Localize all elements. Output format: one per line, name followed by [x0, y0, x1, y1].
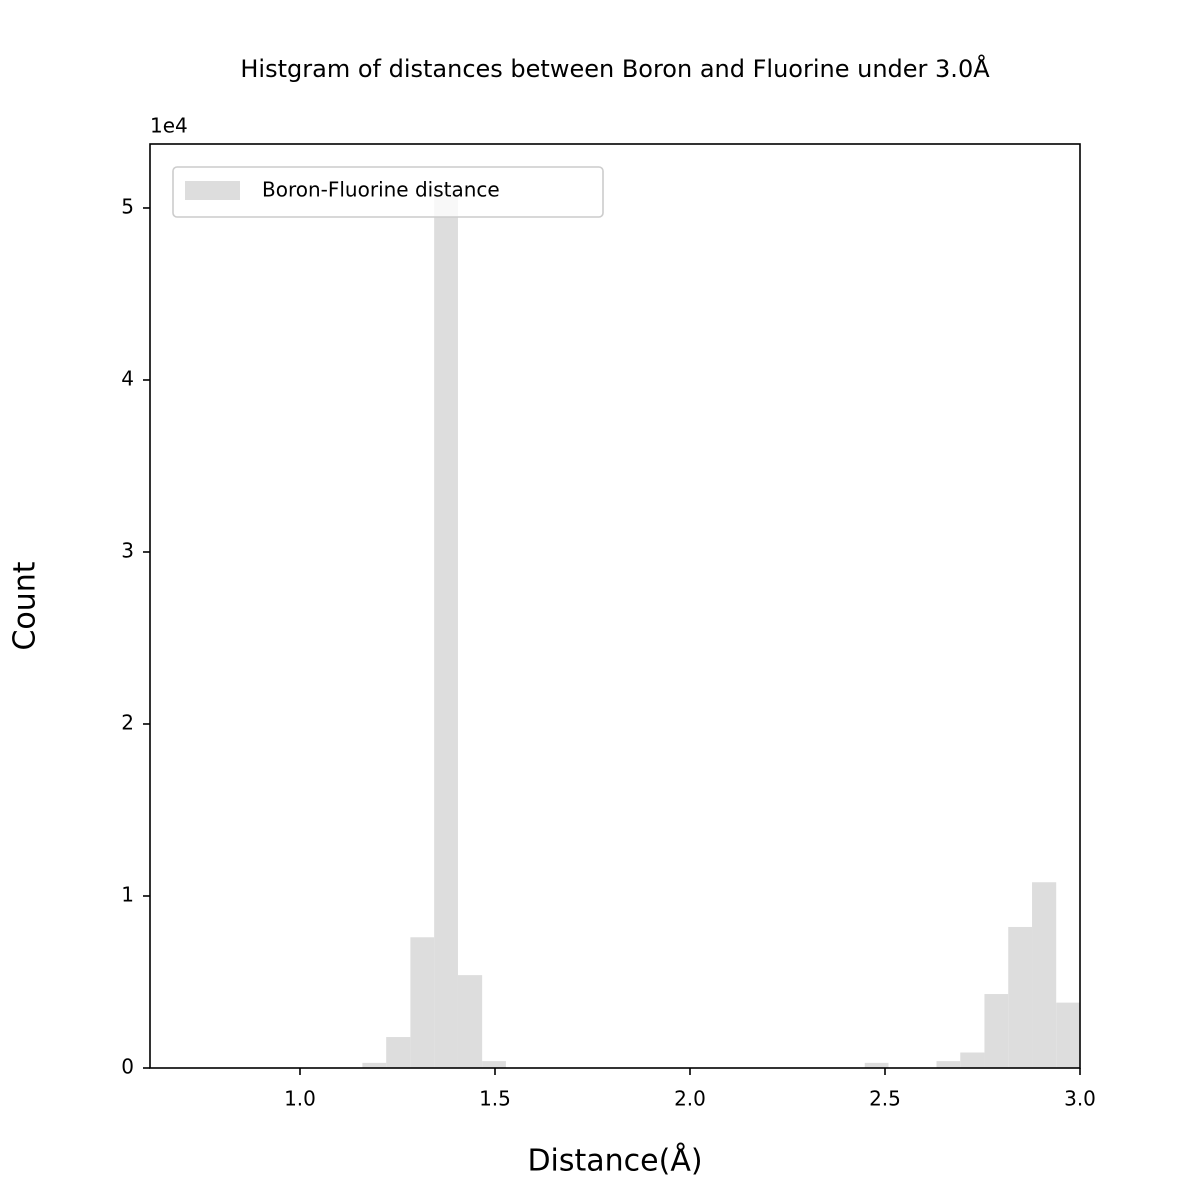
- histogram-bar: [386, 1037, 411, 1068]
- histogram-bar: [457, 975, 483, 1068]
- histogram-bar: [482, 1061, 506, 1068]
- histogram-bar: [410, 937, 435, 1068]
- y-tick-label: 0: [121, 1055, 134, 1079]
- histogram-bar: [1008, 926, 1033, 1068]
- y-offset-label: 1e4: [150, 114, 188, 138]
- legend-box: [172, 166, 604, 218]
- histogram-bar: [434, 190, 458, 1069]
- y-tick-label: 5: [121, 194, 134, 218]
- chart-title: Histgram of distances between Boron and …: [240, 54, 990, 83]
- x-tick-label: 2.5: [869, 1087, 901, 1111]
- x-axis-label: Distance(Å): [527, 1143, 702, 1179]
- histogram-bar: [1056, 1002, 1080, 1068]
- histogram-bar: [1032, 882, 1057, 1068]
- y-tick-label: 1: [121, 882, 134, 906]
- histogram-bar: [984, 994, 1009, 1068]
- legend: Boron-Fluorine distance: [172, 166, 604, 218]
- x-tick-label: 3.0: [1064, 1087, 1096, 1111]
- x-tick-label: 1.0: [284, 1087, 316, 1111]
- y-tick-label: 2: [121, 710, 134, 734]
- y-axis-label: Count: [8, 561, 43, 650]
- histogram-bar: [960, 1052, 985, 1068]
- axes-frame: [149, 143, 1081, 1069]
- histogram-bar: [864, 1062, 889, 1068]
- legend-swatch: [185, 181, 240, 200]
- y-tick-label: 4: [121, 366, 134, 390]
- y-tick-label: 3: [121, 538, 134, 562]
- histogram-bar: [362, 1062, 387, 1068]
- x-tick-label: 2.0: [674, 1087, 706, 1111]
- plot-area: [362, 190, 1080, 1069]
- histogram-bar: [936, 1061, 961, 1068]
- legend-label: Boron-Fluorine distance: [262, 178, 500, 202]
- x-tick-label: 1.5: [479, 1087, 511, 1111]
